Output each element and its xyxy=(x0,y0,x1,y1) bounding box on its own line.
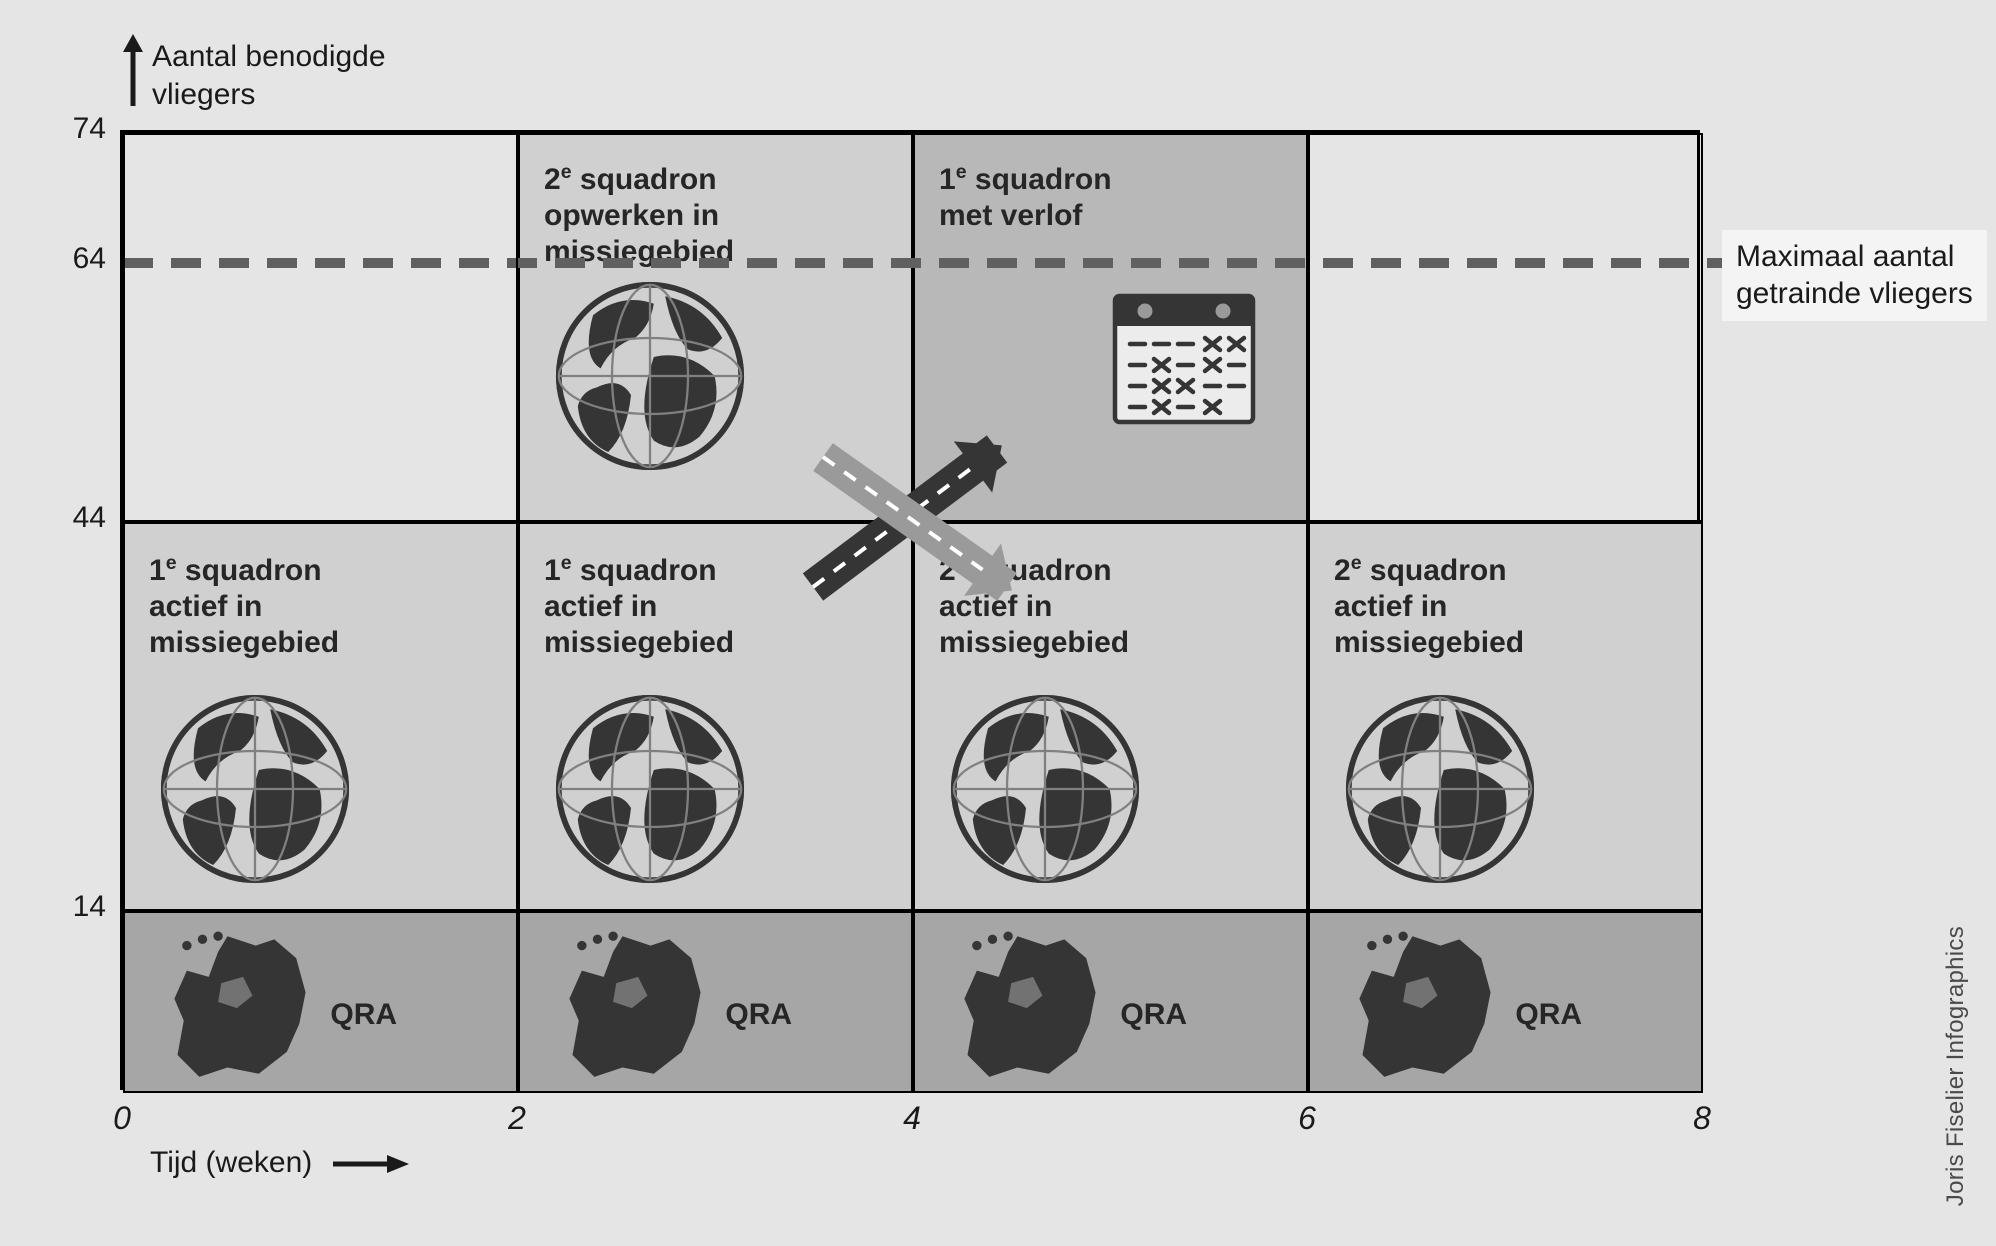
qra-cell-3: QRA xyxy=(1308,911,1703,1093)
y-axis-title: Aantal benodigde vliegers xyxy=(152,38,452,113)
qra-label: QRA xyxy=(1120,997,1187,1033)
x-tick-8: 8 xyxy=(1682,1100,1722,1137)
y-tick-14: 14 xyxy=(50,890,106,924)
nl-map-icon xyxy=(1350,930,1506,1086)
globe-icon xyxy=(1345,694,1535,884)
x-axis-arrow-icon xyxy=(331,1153,411,1175)
calendar-icon xyxy=(1109,278,1259,428)
nl-map-icon xyxy=(955,930,1111,1086)
qra-label: QRA xyxy=(1515,997,1582,1033)
y-tick-64: 64 xyxy=(50,242,106,276)
nl-map-icon xyxy=(560,930,716,1086)
globe-icon xyxy=(160,694,350,884)
mid-cell-label: 1e squadronactief inmissiegebied xyxy=(149,552,339,661)
x-tick-4: 4 xyxy=(892,1100,932,1137)
globe-icon xyxy=(555,281,745,471)
top-cell-label: 1e squadronmet verlof xyxy=(939,161,1112,234)
x-tick-2: 2 xyxy=(497,1100,537,1137)
mid-cell-label: 2e squadronactief inmissiegebied xyxy=(1334,552,1524,661)
qra-label: QRA xyxy=(330,997,397,1033)
nl-map-icon xyxy=(165,930,321,1086)
qra-cell-2: QRA xyxy=(913,911,1308,1093)
max-trained-annotation: Maximaal aantal getrainde vliegers xyxy=(1722,230,1987,321)
x-tick-0: 0 xyxy=(102,1100,142,1137)
mid-cell-label: 1e squadronactief inmissiegebied xyxy=(544,552,734,661)
top-empty-0 xyxy=(123,133,518,522)
x-axis-title: Tijd (weken) xyxy=(150,1144,411,1182)
swap-arrows-icon xyxy=(783,427,1043,617)
mid-cell-0: 1e squadronactief inmissiegebied xyxy=(123,522,518,911)
mid-cell-3: 2e squadronactief inmissiegebied xyxy=(1308,522,1703,911)
y-tick-74: 74 xyxy=(50,112,106,146)
top-cell-label: 2e squadronopwerken inmissiegebied xyxy=(544,161,734,270)
page: Aantal benodigde vliegers 74 64 44 14 0 … xyxy=(0,0,1996,1246)
x-tick-6: 6 xyxy=(1287,1100,1327,1137)
qra-cell-0: QRA xyxy=(123,911,518,1093)
qra-label: QRA xyxy=(725,997,792,1033)
y-tick-44: 44 xyxy=(50,501,106,535)
qra-cell-1: QRA xyxy=(518,911,913,1093)
chart-area: QRA QRA QRA QRA 1e squadronactief inmissiege… xyxy=(120,130,1700,1090)
y-axis-arrow-icon xyxy=(118,34,148,114)
credit-text: Joris Fiselier Infographics xyxy=(1942,926,1970,1206)
globe-icon xyxy=(950,694,1140,884)
globe-icon xyxy=(555,694,745,884)
top-empty-1 xyxy=(1308,133,1703,522)
